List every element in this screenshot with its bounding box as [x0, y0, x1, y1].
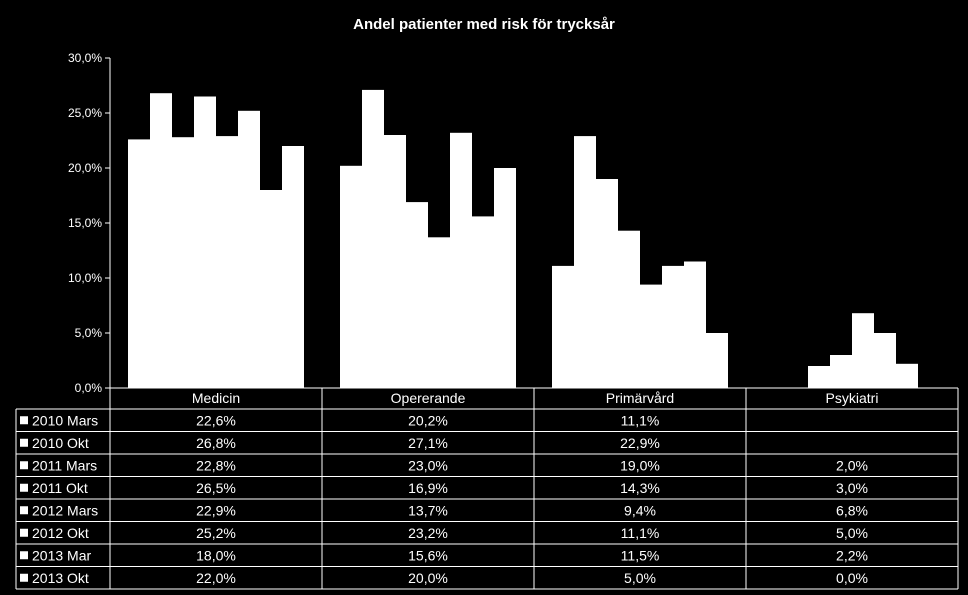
bar	[874, 333, 896, 388]
legend-swatch	[20, 506, 28, 515]
bar	[640, 284, 662, 388]
legend-series-name: 2012 Mars	[32, 502, 98, 518]
bar	[852, 313, 874, 388]
data-label: 27,1%	[408, 435, 448, 451]
bar	[472, 216, 494, 388]
y-axis: 0,0% 5,0% 10,0% 15,0% 20,0% 25,0% 30,0%	[68, 51, 111, 395]
data-label: 14,3%	[620, 480, 660, 496]
bar	[428, 237, 450, 388]
y-tick-label: 10,0%	[68, 271, 102, 285]
legend-swatch	[20, 438, 28, 447]
data-label: 25,2%	[196, 525, 236, 541]
data-label: 23,2%	[408, 525, 448, 541]
x-category-label: Opererande	[391, 390, 466, 406]
legend-series-name: 2010 Okt	[32, 435, 89, 451]
data-label: 2,2%	[836, 547, 868, 563]
legend-series-name: 2012 Okt	[32, 525, 89, 541]
bar	[552, 265, 574, 388]
y-tick-label: 15,0%	[68, 216, 102, 230]
data-table: Medicin Opererande Primärvård Psykiatri 2010…	[15, 387, 959, 590]
bar	[596, 179, 618, 388]
legend-series-name: 2010 Mars	[32, 412, 98, 428]
y-tick-label: 30,0%	[68, 51, 102, 65]
data-label: 22,6%	[196, 412, 236, 428]
y-tick-label: 20,0%	[68, 161, 102, 175]
bar	[494, 168, 516, 388]
bar	[238, 110, 260, 389]
legend-series-name: 2011 Okt	[32, 480, 88, 496]
data-label: 11,1%	[621, 412, 660, 428]
bar	[128, 139, 150, 388]
data-label: 11,5%	[621, 547, 660, 563]
y-tick-label: 25,0%	[68, 106, 102, 120]
data-label: 20,2%	[408, 412, 448, 428]
bar	[384, 135, 406, 388]
data-label: 22,8%	[196, 457, 236, 473]
bar	[362, 89, 384, 389]
chart-title: Andel patienter med risk för trycksår	[353, 16, 615, 33]
data-label: 11,1%	[621, 525, 660, 541]
bar	[684, 261, 706, 388]
x-category-label: Primärvård	[606, 390, 674, 406]
bar	[172, 137, 194, 388]
data-label: 5,0%	[836, 525, 868, 541]
data-label: 22,0%	[196, 570, 236, 586]
bar	[808, 366, 830, 388]
data-label: 19,0%	[620, 457, 660, 473]
bar	[216, 136, 238, 388]
bar	[194, 96, 216, 388]
data-label: 0,0%	[836, 570, 868, 586]
bar	[150, 93, 172, 388]
y-tick-label: 5,0%	[75, 326, 103, 340]
bar	[662, 265, 684, 388]
data-label: 22,9%	[620, 435, 660, 451]
legend-series-name: 2013 Okt	[32, 570, 89, 586]
bar	[896, 363, 918, 388]
legend-series-name: 2011 Mars	[32, 457, 97, 473]
data-label: 18,0%	[196, 547, 236, 563]
legend-swatch	[20, 528, 28, 537]
data-label: 22,9%	[196, 502, 236, 518]
legend-swatch	[20, 483, 28, 492]
data-label: 16,9%	[408, 480, 448, 496]
data-label: 5,0%	[624, 570, 656, 586]
x-category-label: Medicin	[192, 390, 240, 406]
bar	[406, 202, 428, 388]
bar	[618, 230, 640, 388]
bar	[450, 132, 472, 388]
legend-swatch	[20, 416, 28, 425]
legend-swatch	[20, 461, 28, 470]
bar	[706, 333, 728, 388]
bars	[128, 89, 918, 389]
bar	[340, 165, 362, 388]
bar	[260, 190, 282, 388]
bar	[830, 355, 852, 388]
data-label: 2,0%	[836, 457, 868, 473]
x-category-label: Psykiatri	[826, 390, 879, 406]
y-tick-label: 0,0%	[75, 381, 103, 395]
data-label: 6,8%	[836, 502, 868, 518]
legend-swatch	[20, 551, 28, 560]
data-label: 13,7%	[408, 502, 448, 518]
bar	[574, 136, 596, 388]
data-label: 20,0%	[408, 570, 448, 586]
data-label: 15,6%	[408, 547, 448, 563]
data-label: 26,8%	[196, 435, 236, 451]
bar	[282, 146, 304, 388]
legend-series-name: 2013 Mar	[32, 547, 91, 563]
data-label: 26,5%	[196, 480, 236, 496]
legend-swatch	[20, 573, 28, 582]
data-label: 3,0%	[836, 480, 868, 496]
data-label: 23,0%	[408, 457, 448, 473]
data-label: 9,4%	[624, 502, 656, 518]
